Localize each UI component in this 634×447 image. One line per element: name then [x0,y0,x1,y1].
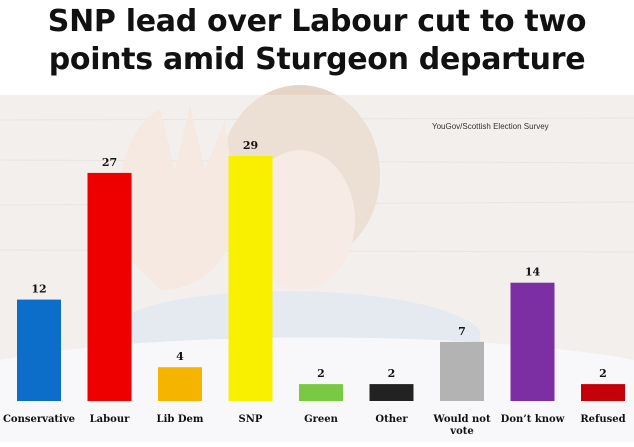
category-label: Labour [90,414,130,425]
data-label: 12 [31,283,46,296]
data-label: 29 [243,139,258,152]
category-label: Would not [432,414,491,425]
bar-other [369,384,414,401]
data-label: 27 [102,156,117,169]
category-label: Green [304,414,339,425]
data-label: 2 [317,367,325,380]
category-label: Lib Dem [157,414,204,425]
bar-refused [581,384,625,401]
category-label: SNP [239,414,263,425]
data-label: 7 [458,325,466,338]
category-label: vote [449,426,473,437]
category-label: Refused [580,414,625,425]
category-label: Conservative [3,414,75,425]
data-label: 14 [525,266,541,279]
source-note: YouGov/Scottish Election Survey [432,122,549,131]
chart-title-line-2: points amid Sturgeon departure [48,42,586,77]
bar-conservative [17,299,61,401]
bar-green [299,384,343,401]
bar-don-t-know [510,282,555,401]
category-label: Don’t know [501,414,565,425]
data-label: 2 [388,367,396,380]
chart-title-line-1: SNP lead over Labour cut to two [47,4,587,39]
bar-would-not-vote [440,341,484,401]
data-label: 4 [176,350,184,363]
bar-labour [87,172,132,401]
bar-lib-dem [158,367,202,401]
category-label: Other [375,414,408,425]
data-label: 2 [599,367,607,380]
bar-snp [228,156,273,401]
